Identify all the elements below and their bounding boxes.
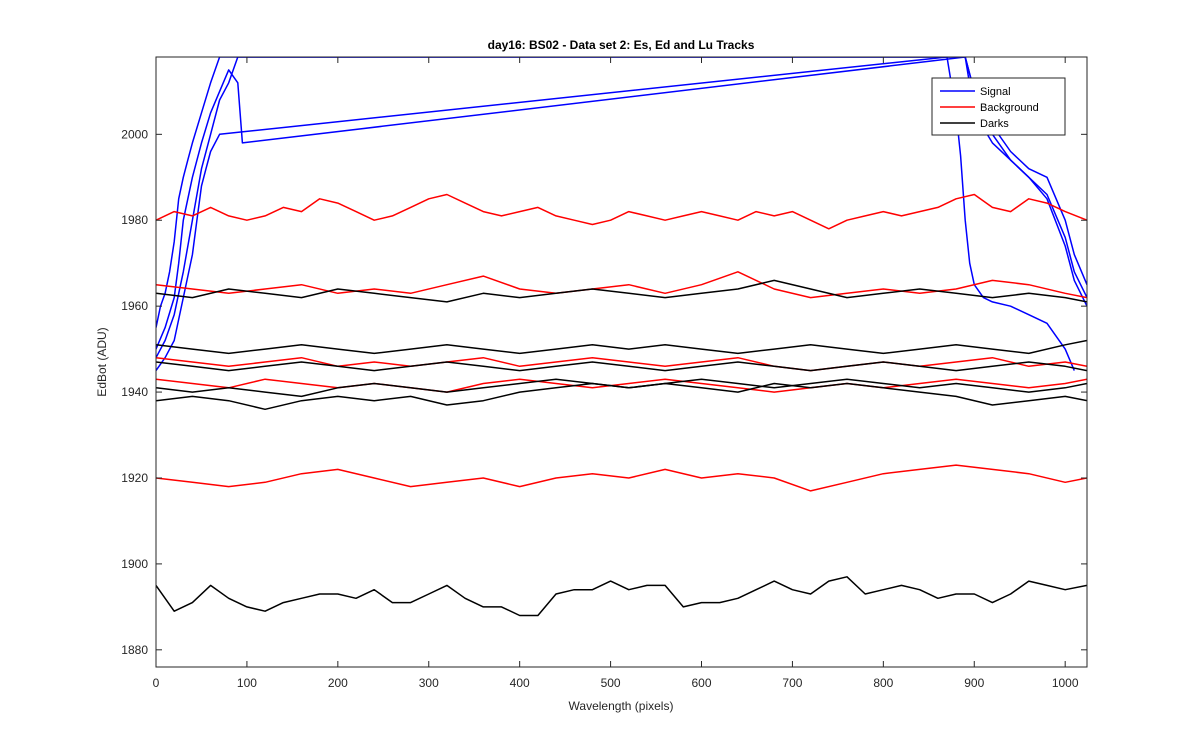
series-line-background-7 <box>156 378 1087 393</box>
series-line-darks-9 <box>156 279 1087 303</box>
x-tick-label-5: 500 <box>601 676 621 690</box>
series-line-darks-11 <box>156 361 1087 372</box>
y-tick-label-2: 1920 <box>121 471 148 485</box>
x-tick-label-7: 700 <box>782 676 802 690</box>
y-tick-label-5: 1980 <box>121 213 148 227</box>
x-tick-label-2: 200 <box>328 676 348 690</box>
series-line-darks-13 <box>156 382 1087 411</box>
series-line-background-6 <box>156 356 1087 372</box>
axes-frame <box>155 56 1088 668</box>
ticks-layer: 0 100 200 300 400 500 600 700 800 900 1000 1880 1900… <box>121 57 1087 690</box>
legend-label-background: Background <box>980 102 1039 114</box>
chart-title: day16: BS02 - Data set 2: Es, Ed and Lu … <box>488 38 755 52</box>
x-tick-label-0: 0 <box>153 676 160 690</box>
legend-label-signal: Signal <box>980 86 1011 98</box>
series-line-darks-10 <box>156 339 1087 355</box>
y-tick-label-4: 1960 <box>121 299 148 313</box>
series-line-signal-1 <box>156 57 1087 350</box>
series-line-darks-14 <box>156 576 1087 617</box>
x-tick-label-1: 100 <box>237 676 257 690</box>
x-tick-label-4: 400 <box>510 676 530 690</box>
series-line-signal-0 <box>156 57 1087 328</box>
legend: Signal Background Darks <box>931 77 1066 136</box>
x-tick-label-9: 900 <box>964 676 984 690</box>
legend-label-darks: Darks <box>980 118 1009 130</box>
y-tick-label-3: 1940 <box>121 385 148 399</box>
y-axis-label: EdBot (ADU) <box>95 327 109 396</box>
x-tick-label-3: 300 <box>419 676 439 690</box>
x-tick-label-10: 1000 <box>1052 676 1079 690</box>
series-line-background-8 <box>156 464 1087 492</box>
plot-area <box>156 57 1087 667</box>
y-tick-label-1: 1900 <box>121 557 148 571</box>
x-axis-label: Wavelength (pixels) <box>569 699 674 713</box>
series-line-signal-2 <box>156 57 1087 359</box>
y-tick-label-6: 2000 <box>121 127 148 141</box>
series-layer <box>156 57 1087 617</box>
y-tick-label-0: 1880 <box>121 643 148 657</box>
x-tick-label-6: 600 <box>691 676 711 690</box>
series-line-background-5 <box>156 271 1087 299</box>
series-line-background-4 <box>156 193 1087 230</box>
x-tick-label-8: 800 <box>873 676 893 690</box>
